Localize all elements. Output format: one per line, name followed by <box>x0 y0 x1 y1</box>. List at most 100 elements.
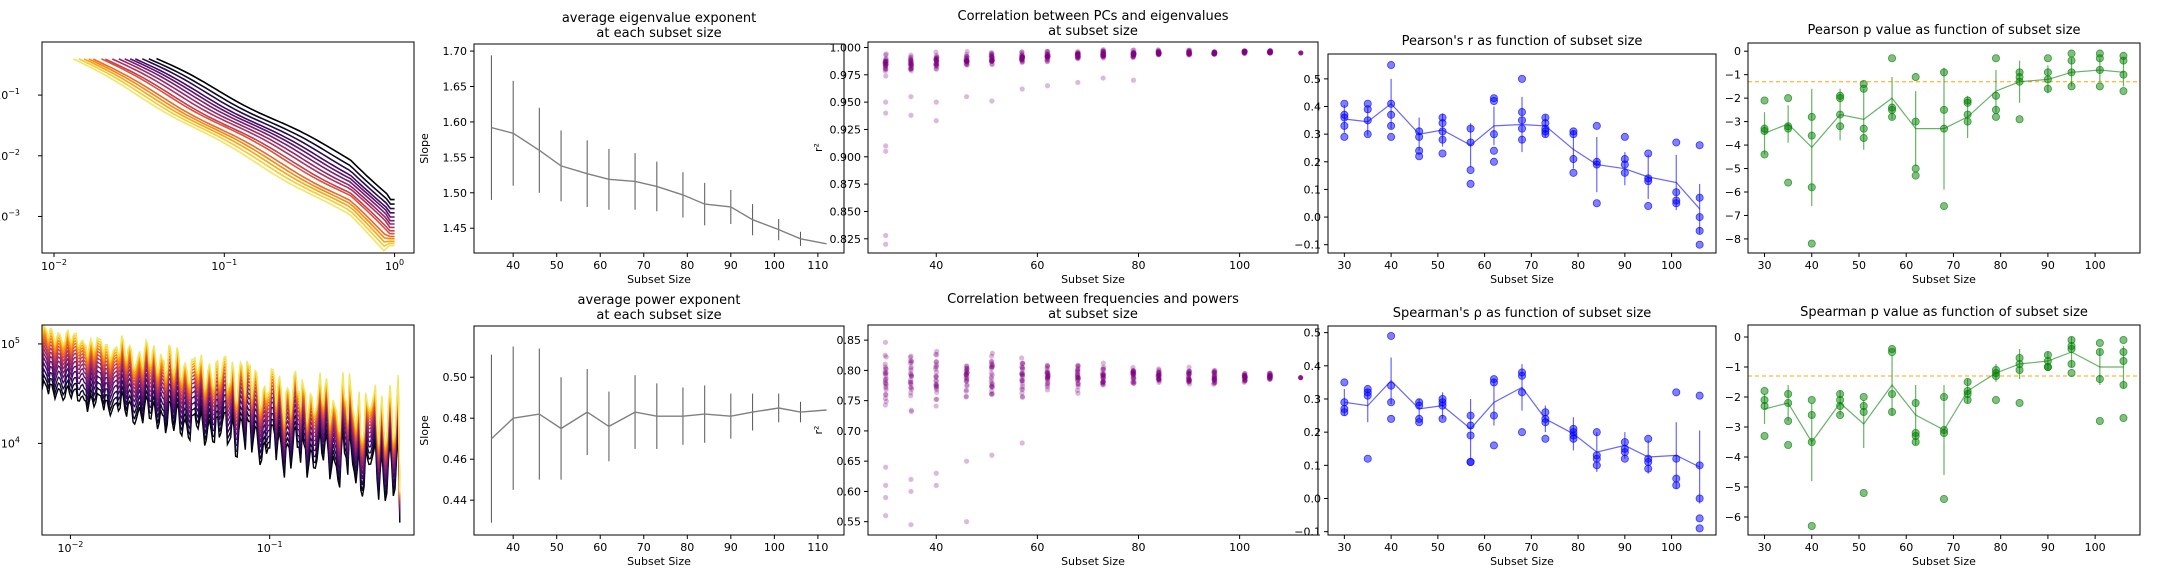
scatter-point <box>1155 48 1161 54</box>
scatter-point <box>1156 50 1162 56</box>
scatter-point <box>2119 87 2128 96</box>
scatter-point <box>933 378 939 384</box>
scatter-point <box>1045 375 1051 381</box>
x-axis-label: Subset Size <box>1061 555 1125 568</box>
scatter-point <box>1212 51 1218 57</box>
scatter-point <box>964 366 970 372</box>
scatter-outlier <box>989 452 995 458</box>
scatter-point <box>1019 364 1025 370</box>
scatter-point <box>1242 377 1248 383</box>
scatter-point <box>963 371 969 378</box>
scatter-point <box>1075 54 1081 60</box>
scatter-point <box>908 365 914 371</box>
scatter-point <box>963 371 969 377</box>
scatter-point <box>1100 371 1106 377</box>
y-axis-ticks: 10−310−210−1 <box>0 87 42 223</box>
tick-exponent: −3 <box>8 208 20 217</box>
scatter-point <box>882 65 889 72</box>
chart-spearman_p: 30 40 50 60 70 80 90 100 −6 −5 −4 −3 −2 −1 0 Subset Siz… <box>1725 305 2141 568</box>
scatter-point <box>1130 369 1136 375</box>
scatter-point <box>1242 49 1248 55</box>
scatter-outlier <box>1019 440 1025 446</box>
scatter-point <box>1241 50 1247 57</box>
scatter-point <box>1044 53 1050 59</box>
scatter-point <box>1211 368 1217 374</box>
x-tick-label: 70 <box>1946 259 1960 272</box>
scatter-point <box>1044 387 1051 393</box>
scatter-point <box>989 353 995 359</box>
scatter-point <box>1211 381 1217 387</box>
plot-area <box>1748 49 2140 248</box>
scatter-point <box>1242 375 1248 381</box>
scatter-point <box>1156 369 1162 375</box>
scatter-point <box>1212 369 1218 375</box>
scatter-point <box>1489 96 1498 105</box>
x-tick-label: 100 <box>1229 541 1250 554</box>
x-axis-label: Subset Size <box>1912 555 1976 568</box>
x-tick-label: 30 <box>1337 541 1351 554</box>
scatter-point <box>1156 374 1162 380</box>
x-tick-label: 80 <box>680 541 694 554</box>
scatter-point <box>1130 47 1136 53</box>
scatter-point <box>1242 48 1248 55</box>
scatter-outlier <box>933 118 939 124</box>
scatter-point <box>908 386 915 392</box>
y-tick-label: 0.48 <box>443 412 468 425</box>
scatter-point <box>1211 49 1217 55</box>
scatter-point <box>988 384 995 390</box>
scatter-point <box>1784 178 1793 187</box>
scatter-point <box>1044 370 1050 376</box>
scatter-point <box>1156 376 1162 382</box>
scatter-point <box>1212 371 1218 377</box>
scatter-point <box>1267 48 1273 54</box>
series-line-4 <box>129 58 395 218</box>
scatter-point <box>1156 371 1162 377</box>
scatter-point <box>1156 51 1162 57</box>
scatter-point <box>1045 370 1051 376</box>
scatter-point <box>1131 379 1137 385</box>
series-line-11 <box>88 58 395 240</box>
plot-area <box>42 325 401 523</box>
scatter-point <box>1212 380 1218 386</box>
scatter-point <box>964 58 970 64</box>
x-tick-label: 50 <box>550 541 564 554</box>
scatter-point <box>1466 179 1475 188</box>
scatter-point <box>883 366 889 372</box>
scatter-point <box>1185 379 1192 385</box>
plot-area <box>1340 61 1704 249</box>
scatter-point <box>1100 374 1107 380</box>
x-axis-ticks: 40 60 80 100 <box>929 253 1250 272</box>
scatter-point <box>933 56 939 62</box>
scatter-point <box>1186 378 1192 384</box>
scatter-outlier <box>908 488 914 495</box>
scatter-point <box>963 54 969 60</box>
scatter-point <box>882 364 888 370</box>
x-tick-label: 110 <box>807 259 828 272</box>
scatter-point <box>1044 49 1050 55</box>
scatter-point <box>1466 166 1475 175</box>
scatter-point <box>1019 378 1025 384</box>
scatter-point <box>1100 366 1106 372</box>
x-tick-label: 70 <box>1946 541 1960 554</box>
scatter-point <box>1185 371 1192 377</box>
scatter-point <box>1807 395 1816 404</box>
y-tick-label: 0.4 <box>1304 360 1322 373</box>
scatter-point <box>1267 48 1273 54</box>
scatter-point <box>989 359 995 365</box>
x-tick-label: 10−1 <box>257 540 283 555</box>
scatter-point <box>988 364 995 370</box>
scatter-point <box>882 352 888 358</box>
scatter-point <box>1100 375 1106 381</box>
scatter-point <box>908 59 914 65</box>
y-tick-label: 1.45 <box>443 222 468 235</box>
scatter-point <box>1100 375 1106 381</box>
scatter-point <box>1019 54 1025 60</box>
y-tick-label: 105 <box>1 336 20 351</box>
axes-frame <box>41 324 415 536</box>
scatter-point <box>883 61 889 68</box>
x-tick-label: 40 <box>1384 259 1398 272</box>
scatter-point <box>1156 371 1162 377</box>
scatter-outlier <box>1075 79 1081 86</box>
scatter-point <box>988 358 995 365</box>
